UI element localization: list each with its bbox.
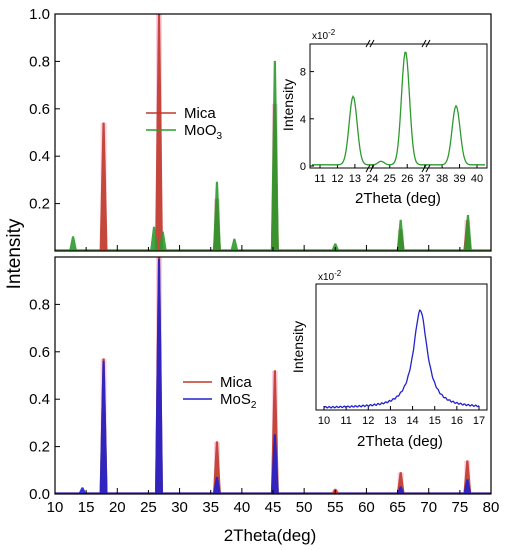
bottom-inset-x-tick-label-0: 10 <box>318 415 330 427</box>
top-inset-x-tick-label-0: 11 <box>314 173 325 185</box>
bottom-legend-label-mica: Mica <box>220 374 252 391</box>
top-inset-x-axis-label: 2Theta (deg) <box>355 190 441 207</box>
x-tick-label-8: 50 <box>296 499 313 516</box>
x-tick-label-13: 75 <box>452 499 469 516</box>
y-tick-label-4: 1.0 <box>29 6 50 23</box>
top-inset-x-tick-label-4: 25 <box>384 173 396 185</box>
y-tick-label-3: 0.6 <box>29 344 50 361</box>
bottom-panel-peaks <box>55 256 491 495</box>
y-tick-label-2: 0.6 <box>29 101 50 118</box>
y-tick-label-3: 0.8 <box>29 53 50 70</box>
mos2-peak-5 <box>396 486 405 495</box>
x-tick-label-1: 15 <box>78 499 95 516</box>
bottom-inset-mos2-line <box>323 309 480 409</box>
bottom-legend-label-mos2: MoS2 <box>220 391 257 411</box>
top-inset-y-tick-label-2: 8 <box>300 67 306 79</box>
moo3-peak-3 <box>212 181 221 252</box>
mos2-peak-1 <box>99 360 108 495</box>
bottom-inset-x-tick-label-5: 15 <box>429 415 441 427</box>
y-tick-label-0: 0.0 <box>29 486 50 503</box>
bottom-inset-x-tick-label-3: 13 <box>384 415 396 427</box>
x-tick-label-6: 40 <box>234 499 251 516</box>
top-inset-x-tick-label-1: 12 <box>331 173 343 185</box>
moo3-peak-1 <box>150 226 159 252</box>
top-inset-y-tick-label-0: 0 <box>300 161 306 173</box>
top-panel: 0.2 0.4 0.6 0.8 1.0 Mica MoO3 11 12 13 24 25 26 37… <box>29 6 492 252</box>
moo3-peak-8 <box>463 214 472 252</box>
top-inset-x-tick-label-5: 26 <box>401 173 413 185</box>
y-tick-label-4: 0.8 <box>29 296 50 313</box>
mos2-peak-4 <box>270 434 279 495</box>
mica-peak-2 <box>212 441 221 495</box>
bottom-inset-x-tick-label-7: 17 <box>473 415 485 427</box>
top-x-ticks <box>54 245 492 251</box>
bottom-inset-x-tick-label-1: 11 <box>340 415 351 427</box>
x-tick-label-0: 10 <box>47 499 64 516</box>
shared-x-axis-label: 2Theta(deg) <box>224 526 317 545</box>
bottom-inset-y-axis-label: Intensity <box>290 321 306 373</box>
top-inset-x-tick-label-8: 39 <box>453 173 465 185</box>
x-tick-label-5: 35 <box>202 499 219 516</box>
top-inset-x-tick-label-3: 24 <box>366 173 378 185</box>
bottom-inset-x-tick-label-2: 12 <box>362 415 374 427</box>
bottom-inset-frame <box>315 283 488 411</box>
bottom-inset-x-tick-label-4: 14 <box>406 415 418 427</box>
x-tick-label-3: 25 <box>140 499 157 516</box>
bottom-legend: Mica MoS2 <box>183 374 257 411</box>
top-inset-x-tick-label-7: 38 <box>436 173 448 185</box>
top-y-ticks: 0.2 0.4 0.6 0.8 1.0 <box>29 6 60 213</box>
y-tick-label-2: 0.4 <box>29 391 50 408</box>
top-legend: Mica MoO3 <box>146 105 223 142</box>
x-tick-label-10: 60 <box>358 499 375 516</box>
x-tick-label-4: 30 <box>171 499 188 516</box>
x-tick-label-14: 80 <box>483 499 500 516</box>
y-tick-label-1: 0.4 <box>29 148 50 165</box>
bottom-inset-scale-label: x10-2 <box>318 269 342 283</box>
x-tick-label-12: 70 <box>420 499 437 516</box>
top-inset-y-axis-label: Intensity <box>280 79 296 131</box>
x-tick-label-11: 65 <box>389 499 406 516</box>
moo3-peak-2 <box>158 231 167 252</box>
top-inset-ticks: 11 12 13 24 25 26 37 38 39 40 0 4 8 <box>300 67 483 185</box>
bottom-x-ticks: 10 15 20 25 30 35 40 45 50 55 60 65 70 75 80 <box>47 488 500 516</box>
shared-y-axis-label: Intensity <box>4 218 25 289</box>
x-tick-label-9: 55 <box>327 499 344 516</box>
mos2-peak-2 <box>155 258 164 495</box>
top-inset-scale-label: x10-2 <box>312 28 336 42</box>
bottom-inset-x-axis-label: 2Theta (deg) <box>357 433 443 450</box>
mica-peak-0 <box>99 122 108 252</box>
mos2-peak-0 <box>78 487 87 495</box>
mos2-peak-3 <box>212 476 221 495</box>
mos2-peak-6 <box>463 479 472 495</box>
moo3-peak-7 <box>396 219 405 252</box>
top-inset-frame <box>309 43 488 169</box>
top-panel-peaks <box>55 13 491 252</box>
top-inset-x-tick-label-2: 13 <box>349 173 361 185</box>
moo3-peak-4 <box>230 238 239 252</box>
bottom-y-ticks: 0.0 0.2 0.4 0.6 0.8 <box>29 296 60 503</box>
top-legend-label-moo3: MoO3 <box>184 122 223 142</box>
bottom-inset: 10 11 12 13 14 15 16 17 x10-2 Intensity 2Theta … <box>290 269 488 450</box>
bottom-inset-ticks: 10 11 12 13 14 15 16 17 <box>318 406 485 427</box>
top-inset-x-tick-label-9: 40 <box>471 173 483 185</box>
top-inset-x-tick-label-6: 37 <box>419 173 431 185</box>
top-inset-axis-breaks <box>365 39 431 173</box>
moo3-peak-5 <box>270 60 279 252</box>
top-inset-moo3-line <box>312 51 485 166</box>
y-tick-label-1: 0.2 <box>29 439 50 456</box>
top-legend-label-mica: Mica <box>184 105 216 122</box>
bottom-panel: 0.0 0.2 0.4 0.6 0.8 10 15 20 25 30 35 40 45 50 55 60 65… <box>29 256 500 516</box>
x-tick-label-2: 20 <box>109 499 126 516</box>
y-tick-label-0: 0.2 <box>29 196 50 213</box>
x-tick-label-7: 45 <box>265 499 282 516</box>
top-inset-y-tick-label-1: 4 <box>300 114 306 126</box>
bottom-inset-x-tick-label-6: 16 <box>451 415 463 427</box>
moo3-peak-0 <box>69 236 78 252</box>
